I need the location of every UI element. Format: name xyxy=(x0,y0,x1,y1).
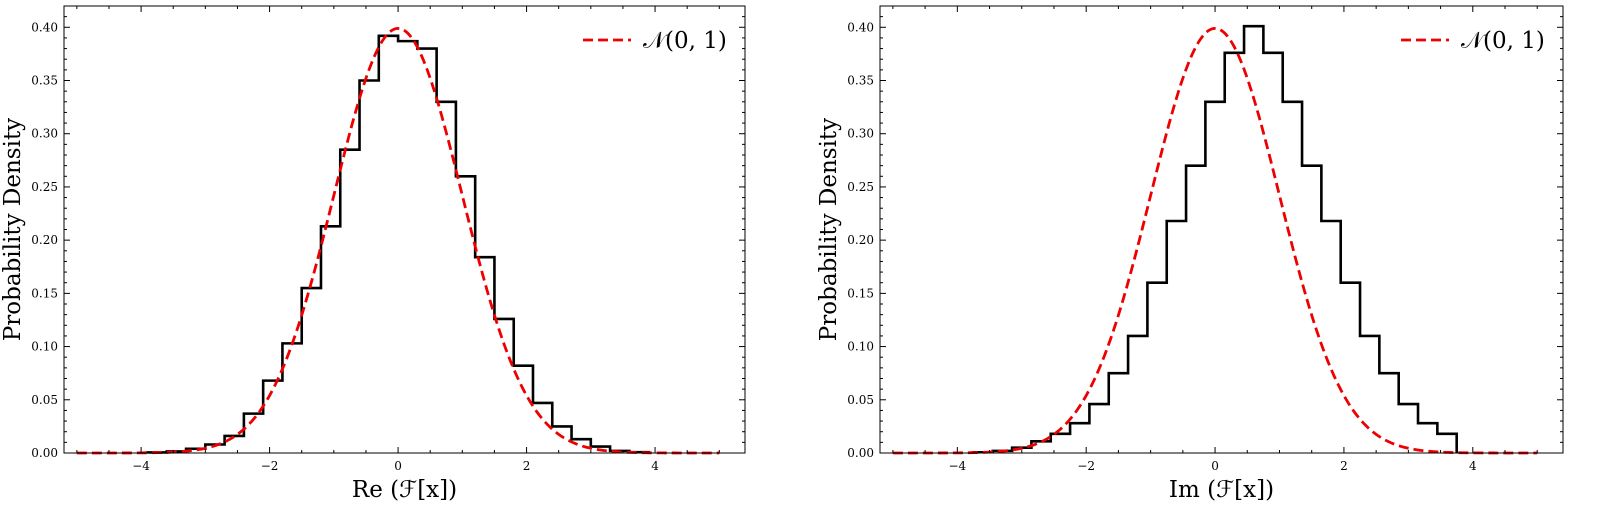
x-tick-label: 0 xyxy=(1211,459,1219,473)
histogram-bar xyxy=(360,81,379,454)
histogram-bar xyxy=(456,176,475,453)
histogram-bar xyxy=(1205,102,1224,453)
x-tick-label: 2 xyxy=(1340,459,1348,473)
histogram-bar xyxy=(1321,221,1340,453)
histogram-bar xyxy=(1225,53,1244,453)
x-tick-label: 2 xyxy=(523,459,531,473)
x-tick-label: −4 xyxy=(948,459,966,473)
y-tick-label: 0.15 xyxy=(847,286,874,300)
y-tick-label: 0.05 xyxy=(847,393,874,407)
legend: 𝒩(0, 1) xyxy=(583,28,727,54)
panel-real-part: −4 −2 0 2 4 0.00 0.05 0.10 0.15 0.20 0.25 0.30 0.35 0… xyxy=(0,5,746,503)
y-tick-label: 0.00 xyxy=(31,446,58,460)
histogram-bar xyxy=(1283,102,1302,453)
histogram-bar xyxy=(417,49,436,453)
histogram-bar xyxy=(1418,423,1437,453)
y-tick-label: 0.15 xyxy=(31,286,58,300)
histogram-bar xyxy=(321,226,340,453)
histogram-bar xyxy=(1089,404,1108,453)
histogram-bar xyxy=(225,436,244,453)
y-tick-label: 0.10 xyxy=(847,340,874,354)
y-tick-label: 0.35 xyxy=(847,74,874,88)
x-tick-label: 4 xyxy=(651,459,659,473)
y-tick-label: 0.30 xyxy=(847,127,874,141)
y-tick-label: 0.30 xyxy=(31,127,58,141)
y-tick-label: 0.20 xyxy=(31,233,58,247)
histogram-bar xyxy=(572,439,591,453)
x-axis-label: Im (ℱ[x]) xyxy=(1169,477,1274,503)
histogram-bar xyxy=(1302,166,1321,453)
histogram-bar xyxy=(1263,53,1282,453)
y-tick-label: 0.05 xyxy=(31,393,58,407)
axes-frame xyxy=(63,5,746,454)
histogram-bar xyxy=(1167,221,1186,453)
y-tick-label: 0.35 xyxy=(31,74,58,88)
histogram-bar xyxy=(1128,336,1147,453)
legend: 𝒩(0, 1) xyxy=(1401,28,1545,54)
x-tick-label: 0 xyxy=(394,459,402,473)
histogram-bar xyxy=(282,343,301,453)
y-tick-label: 0.20 xyxy=(847,233,874,247)
histogram-outline xyxy=(972,24,1458,454)
y-tick-label: 0.40 xyxy=(31,20,58,34)
panel-imaginary-part: −4 −2 0 2 4 0.00 0.05 0.10 0.15 0.20 0.25 0.30 0.35 0… xyxy=(816,5,1564,503)
histogram-bar xyxy=(1031,441,1050,453)
histogram-bar xyxy=(302,288,321,453)
y-tick-label: 0.25 xyxy=(847,180,874,194)
normal-pdf-curve xyxy=(76,27,720,455)
histogram-outline xyxy=(146,34,650,454)
y-tick-label: 0.00 xyxy=(847,446,874,460)
x-tick-label: −2 xyxy=(261,459,279,473)
y-tick-label: 0.25 xyxy=(31,180,58,194)
legend-label: 𝒩(0, 1) xyxy=(1461,28,1545,54)
histogram-bar xyxy=(1186,166,1205,453)
x-tick-label: 4 xyxy=(1469,459,1477,473)
normal-pdf-curve xyxy=(892,27,1538,455)
histogram-bar xyxy=(379,36,398,453)
histogram-bar xyxy=(1109,373,1128,453)
y-tick-label: 0.10 xyxy=(31,340,58,354)
histogram-bars xyxy=(973,26,1456,453)
x-tick-label: −4 xyxy=(132,459,150,473)
histogram-bar xyxy=(494,319,513,453)
histogram-bar xyxy=(1244,26,1263,453)
axes-frame xyxy=(879,5,1564,454)
y-axis-label: Probability Density xyxy=(816,118,842,341)
histogram-bar xyxy=(340,150,359,453)
y-axis-label: Probability Density xyxy=(0,118,26,341)
x-axis-label: Re (ℱ[x]) xyxy=(352,477,457,503)
legend-label: 𝒩(0, 1) xyxy=(643,28,727,54)
x-tick-label: −2 xyxy=(1077,459,1095,473)
histogram-bar xyxy=(1147,283,1166,453)
histogram-bar xyxy=(1341,283,1360,453)
histogram-bar xyxy=(552,426,571,453)
histogram-bars xyxy=(148,36,649,453)
histogram-bar xyxy=(398,41,417,453)
y-tick-label: 0.40 xyxy=(847,20,874,34)
